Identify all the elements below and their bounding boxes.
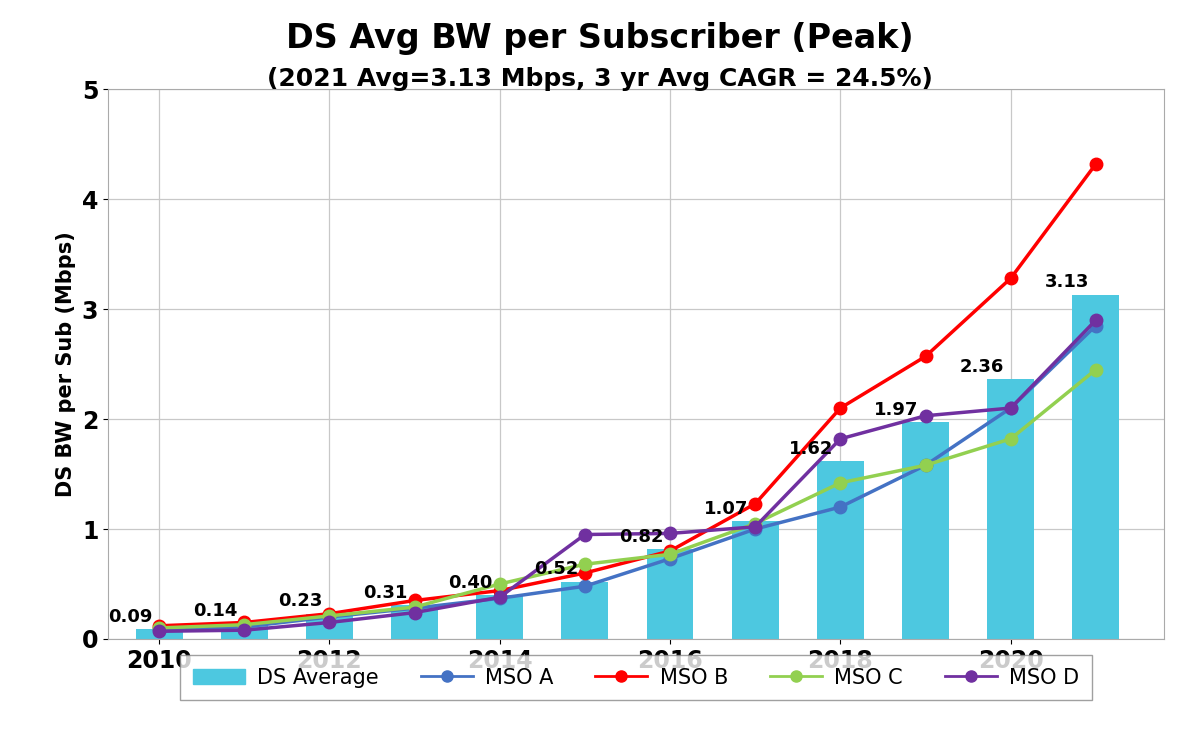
Bar: [306, 614, 353, 639]
Text: 0.23: 0.23: [278, 592, 323, 611]
MSO A: [833, 502, 847, 511]
MSO C: [492, 580, 506, 588]
MSO D: [492, 593, 506, 602]
MSO C: [323, 611, 337, 620]
MSO C: [833, 478, 847, 487]
Text: DS Avg BW per Subscriber (Peak): DS Avg BW per Subscriber (Peak): [286, 22, 914, 55]
MSO B: [748, 499, 762, 508]
MSO D: [918, 412, 932, 421]
MSO D: [577, 530, 592, 539]
Text: (2021 Avg=3.13 Mbps, 3 yr Avg CAGR = 24.5%): (2021 Avg=3.13 Mbps, 3 yr Avg CAGR = 24.…: [268, 67, 932, 91]
MSO A: [238, 623, 252, 632]
MSO A: [492, 594, 506, 603]
MSO B: [323, 609, 337, 618]
MSO C: [918, 461, 932, 470]
Text: 0.40: 0.40: [449, 574, 493, 591]
Text: 3.13: 3.13: [1045, 273, 1090, 291]
MSO B: [152, 621, 167, 630]
MSO C: [152, 623, 167, 632]
Bar: [732, 522, 779, 639]
Text: 0.09: 0.09: [108, 608, 152, 626]
MSO C: [238, 620, 252, 629]
Text: 1.07: 1.07: [704, 500, 749, 518]
MSO A: [323, 612, 337, 621]
Bar: [1073, 295, 1120, 639]
Text: 1.62: 1.62: [790, 440, 834, 458]
MSO D: [833, 435, 847, 444]
MSO D: [407, 608, 421, 617]
Y-axis label: DS BW per Sub (Mbps): DS BW per Sub (Mbps): [56, 231, 77, 497]
MSO D: [323, 618, 337, 627]
MSO A: [1088, 321, 1103, 330]
Bar: [647, 549, 694, 639]
MSO B: [833, 403, 847, 412]
MSO B: [1003, 274, 1018, 283]
MSO A: [152, 625, 167, 634]
Text: 2.36: 2.36: [960, 358, 1004, 376]
MSO D: [1003, 403, 1018, 412]
Bar: [562, 582, 608, 639]
MSO A: [1003, 403, 1018, 412]
MSO D: [238, 626, 252, 635]
Legend: DS Average, MSO A, MSO B, MSO C, MSO D: DS Average, MSO A, MSO B, MSO C, MSO D: [180, 655, 1092, 700]
MSO B: [918, 352, 932, 361]
MSO B: [577, 568, 592, 577]
MSO B: [407, 596, 421, 605]
Bar: [817, 461, 864, 639]
MSO A: [577, 582, 592, 591]
MSO C: [662, 550, 677, 559]
Text: 0.31: 0.31: [364, 583, 408, 602]
MSO D: [152, 627, 167, 636]
MSO D: [1088, 316, 1103, 325]
Line: MSO C: MSO C: [152, 363, 1102, 635]
Bar: [136, 629, 182, 639]
MSO A: [918, 461, 932, 470]
MSO C: [1088, 365, 1103, 374]
MSO C: [577, 559, 592, 568]
MSO A: [662, 554, 677, 563]
MSO C: [748, 519, 762, 528]
MSO B: [662, 547, 677, 556]
Text: 0.52: 0.52: [534, 560, 578, 579]
MSO D: [662, 529, 677, 538]
Text: 1.97: 1.97: [875, 401, 919, 419]
Bar: [902, 422, 949, 639]
Text: 0.82: 0.82: [619, 528, 664, 545]
Bar: [391, 605, 438, 639]
Bar: [476, 595, 523, 639]
Line: MSO A: MSO A: [152, 319, 1102, 635]
MSO B: [1088, 160, 1103, 169]
Line: MSO D: MSO D: [152, 314, 1102, 637]
Bar: [221, 623, 268, 639]
MSO C: [407, 603, 421, 611]
MSO B: [238, 618, 252, 627]
MSO A: [748, 525, 762, 533]
Line: MSO B: MSO B: [152, 158, 1102, 632]
MSO A: [407, 604, 421, 613]
MSO B: [492, 586, 506, 595]
Bar: [988, 380, 1034, 639]
Text: 0.14: 0.14: [193, 603, 238, 620]
MSO D: [748, 522, 762, 531]
MSO C: [1003, 435, 1018, 444]
